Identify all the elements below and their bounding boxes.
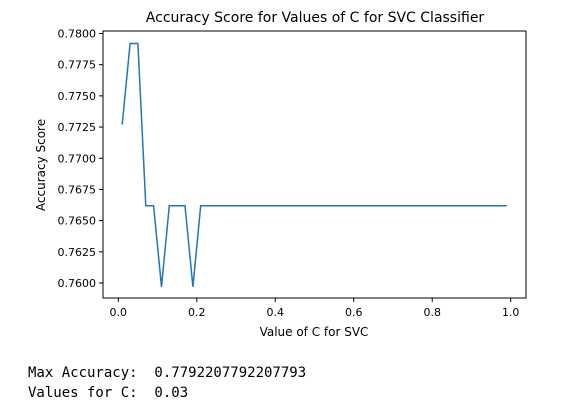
y-tick-label: 0.7625 xyxy=(58,246,97,259)
x-tick-label: 0.8 xyxy=(423,306,441,319)
y-tick-label: 0.7600 xyxy=(58,277,97,290)
accuracy-chart: Accuracy Score for Values of C for SVC C… xyxy=(34,10,527,339)
y-tick-label: 0.7800 xyxy=(58,27,97,40)
y-tick-label: 0.7675 xyxy=(58,183,97,196)
y-tick-label: 0.7775 xyxy=(58,59,97,72)
plot-area xyxy=(102,30,527,299)
y-axis-ticks: 0.7600 0.7625 0.7650 0.7675 0.7700 0.7725 0.77… xyxy=(58,27,103,290)
x-axis-ticks: 0.0 0.2 0.4 0.6 0.8 1.0 xyxy=(110,298,520,319)
y-tick-label: 0.7725 xyxy=(58,121,97,134)
x-tick-label: 0.0 xyxy=(110,306,128,319)
max-accuracy-output: Max Accuracy: 0.7792207792207793 xyxy=(28,365,307,381)
x-tick-label: 0.4 xyxy=(267,306,285,319)
y-tick-label: 0.7700 xyxy=(58,152,97,165)
x-tick-label: 1.0 xyxy=(502,306,520,319)
accuracy-line xyxy=(121,42,507,287)
chart-title: Accuracy Score for Values of C for SVC C… xyxy=(146,10,485,26)
y-tick-label: 0.7750 xyxy=(58,90,97,103)
x-tick-label: 0.6 xyxy=(345,306,363,319)
y-tick-label: 0.7650 xyxy=(58,215,97,228)
y-axis-label: Accuracy Score xyxy=(34,119,48,211)
x-tick-label: 0.2 xyxy=(188,306,206,319)
x-axis-label: Value of C for SVC xyxy=(260,325,369,339)
best-c-output: Values for C: 0.03 xyxy=(28,385,189,401)
